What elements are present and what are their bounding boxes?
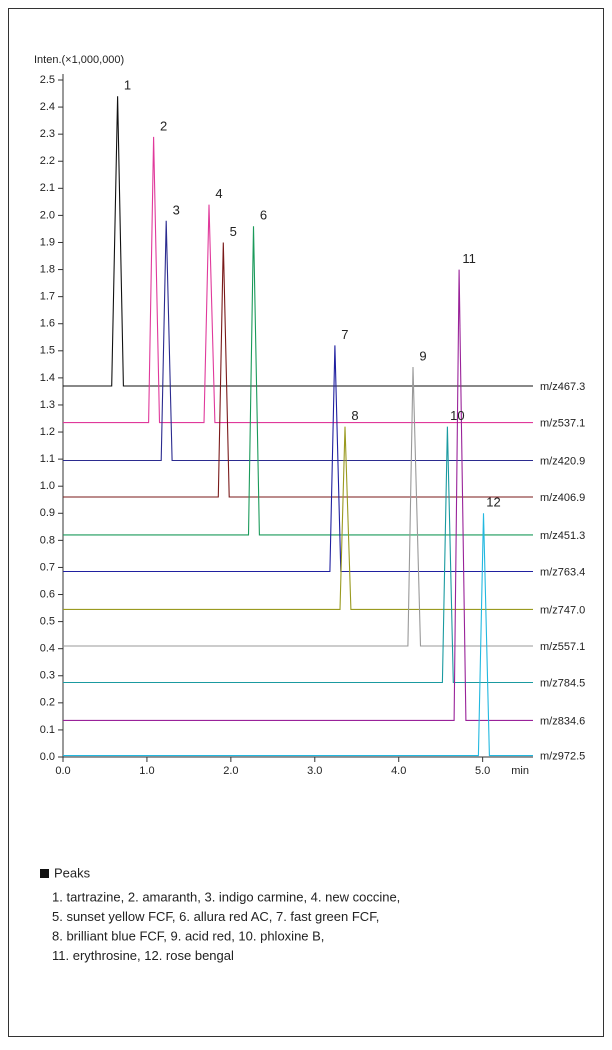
notes-line: 5. sunset yellow FCF, 6. allura red AC, …	[52, 909, 379, 924]
trace-label: m/z747.0	[540, 604, 585, 616]
y-tick-label: 0.8	[40, 534, 55, 546]
y-tick-label: 2.4	[40, 101, 55, 113]
trace-label: m/z406.9	[540, 492, 585, 504]
trace	[63, 220, 533, 462]
trace-label: m/z467.3	[540, 381, 585, 393]
y-tick-label: 1.8	[40, 263, 55, 275]
x-tick-label: 3.0	[307, 765, 322, 777]
notes-line: 1. tartrazine, 2. amaranth, 3. indigo ca…	[52, 889, 400, 904]
y-tick-label: 0.9	[40, 507, 55, 519]
peak-label: 1	[124, 78, 131, 93]
y-tick-label: 0.6	[40, 588, 55, 600]
x-tick-label: 1.0	[139, 765, 154, 777]
y-tick-label: 1.4	[40, 372, 55, 384]
y-tick-label: 0.7	[40, 561, 55, 573]
y-tick-label: 1.7	[40, 291, 55, 303]
y-tick-label: 1.5	[40, 345, 55, 357]
y-tick-label: 1.0	[40, 480, 55, 492]
x-tick-label: 5.0	[475, 765, 490, 777]
x-tick-label: 4.0	[391, 765, 406, 777]
trace-label: m/z420.9	[540, 455, 585, 467]
y-tick-label: 2.1	[40, 182, 55, 194]
trace	[63, 426, 533, 610]
trace-label: m/z557.1	[540, 641, 585, 653]
x-tick-label: 0.0	[55, 765, 70, 777]
trace-label: m/z972.5	[540, 751, 585, 763]
y-tick-label: 1.2	[40, 426, 55, 438]
peak-label: 8	[351, 408, 358, 423]
trace-label: m/z763.4	[540, 566, 585, 578]
notes-line: 11. erythrosine, 12. rose bengal	[52, 948, 234, 963]
peak-label: 4	[215, 186, 222, 201]
peak-label: 9	[419, 348, 426, 363]
y-tick-label: 0.5	[40, 616, 55, 628]
peak-label: 11	[462, 251, 476, 266]
x-axis-label: min	[511, 765, 529, 777]
y-tick-label: 1.1	[40, 453, 55, 465]
x-tick-label: 2.0	[223, 765, 238, 777]
trace	[63, 226, 533, 536]
trace-label: m/z784.5	[540, 677, 585, 689]
trace	[63, 269, 533, 721]
frame	[8, 8, 604, 1037]
peak-notes: Peaks 1. tartrazine, 2. amaranth, 3. ind…	[40, 865, 400, 963]
y-tick-label: 0.1	[40, 724, 55, 736]
peak-label: 2	[160, 118, 167, 133]
y-tick-label: 2.5	[40, 74, 55, 86]
y-axis-label: Inten.(×1,000,000)	[34, 54, 124, 66]
notes-bullet	[40, 869, 49, 878]
trace	[63, 242, 533, 498]
notes-line: 8. brilliant blue FCF, 9. acid red, 10. …	[52, 928, 324, 943]
peak-label: 6	[260, 208, 267, 223]
y-tick-label: 2.0	[40, 209, 55, 221]
trace	[63, 96, 533, 387]
trace	[63, 366, 533, 647]
y-tick-label: 0.3	[40, 670, 55, 682]
y-tick-label: 1.9	[40, 236, 55, 248]
y-tick-label: 1.6	[40, 318, 55, 330]
notes-title: Peaks	[54, 865, 91, 880]
trace-label: m/z451.3	[540, 530, 585, 542]
y-tick-label: 2.2	[40, 155, 55, 167]
trace	[63, 513, 533, 757]
peak-label: 5	[230, 224, 237, 239]
y-tick-label: 0.4	[40, 643, 55, 655]
peak-label: 7	[341, 327, 348, 342]
y-tick-label: 0.0	[40, 751, 55, 763]
peak-label: 10	[450, 408, 464, 423]
peak-label: 3	[173, 202, 180, 217]
y-tick-label: 1.3	[40, 399, 55, 411]
trace	[63, 136, 533, 424]
trace-label: m/z537.1	[540, 417, 585, 429]
y-tick-label: 0.2	[40, 697, 55, 709]
trace	[63, 345, 533, 573]
trace-label: m/z834.6	[540, 715, 585, 727]
peak-label: 12	[486, 495, 500, 510]
y-tick-label: 2.3	[40, 128, 55, 140]
